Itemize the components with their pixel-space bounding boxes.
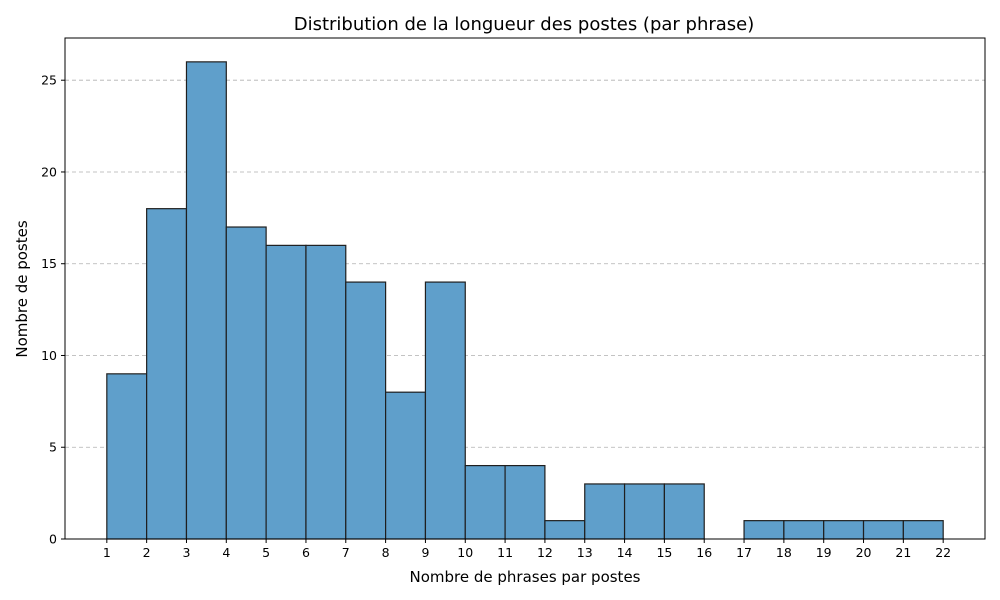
x-axis-label: Nombre de phrases par postes [410,568,641,586]
y-axis-label: Nombre de postes [13,220,31,358]
x-tick-label: 21 [895,545,911,560]
y-tick-label: 0 [49,532,57,547]
y-axis-ticks: 0 5 10 15 20 25 [41,73,65,547]
x-tick-label: 2 [143,545,151,560]
histogram-bar [464,464,506,540]
x-tick-label: 12 [537,545,553,560]
histogram-bar [265,244,307,540]
x-tick-label: 20 [856,545,872,560]
y-tick-label: 5 [49,440,57,455]
x-tick-label: 15 [656,545,672,560]
x-axis-ticks: 1 2 3 4 5 6 7 8 9 10 11 12 13 14 15 16 17 18 19 20 21 22 [103,539,951,560]
histogram-bar [823,520,865,540]
histogram-bar [783,520,825,540]
histogram-bar [185,61,227,540]
x-tick-label: 5 [262,545,270,560]
histogram-bar [385,391,427,540]
histogram-bar [345,281,387,540]
histogram-bar [584,483,626,540]
plot-frame [64,37,986,540]
x-tick-label: 6 [302,545,310,560]
histogram-bar [862,520,904,540]
histogram-bar [743,520,785,540]
x-tick-label: 17 [736,545,752,560]
x-tick-label: 19 [816,545,832,560]
x-tick-label: 1 [103,545,111,560]
chart-title: Distribution de la longueur des postes (… [294,14,755,35]
y-tick-label: 15 [41,256,57,271]
grid-lines [65,79,985,448]
histogram-bar [544,520,586,540]
y-tick-label: 20 [41,164,57,179]
x-tick-label: 22 [935,545,951,560]
x-tick-label: 9 [421,545,429,560]
x-tick-label: 7 [342,545,350,560]
histogram-bar [504,464,546,540]
histogram-bar [902,520,944,540]
x-tick-label: 4 [222,545,230,560]
histogram-bar [106,373,148,540]
histogram-bar [623,483,665,540]
histogram-bar [146,208,188,540]
y-tick-label: 10 [41,348,57,363]
x-tick-label: 10 [457,545,473,560]
x-tick-label: 3 [182,545,190,560]
y-tick-label: 25 [41,73,57,88]
histogram-bar [663,483,705,540]
x-tick-label: 11 [497,545,513,560]
x-tick-label: 13 [577,545,593,560]
x-tick-label: 8 [382,545,390,560]
x-tick-label: 14 [617,545,633,560]
histogram-bar [225,226,267,540]
x-tick-label: 18 [776,545,792,560]
x-tick-label: 16 [696,545,712,560]
histogram-bar [305,244,347,540]
histogram-bar [424,281,466,540]
bars [106,61,944,540]
